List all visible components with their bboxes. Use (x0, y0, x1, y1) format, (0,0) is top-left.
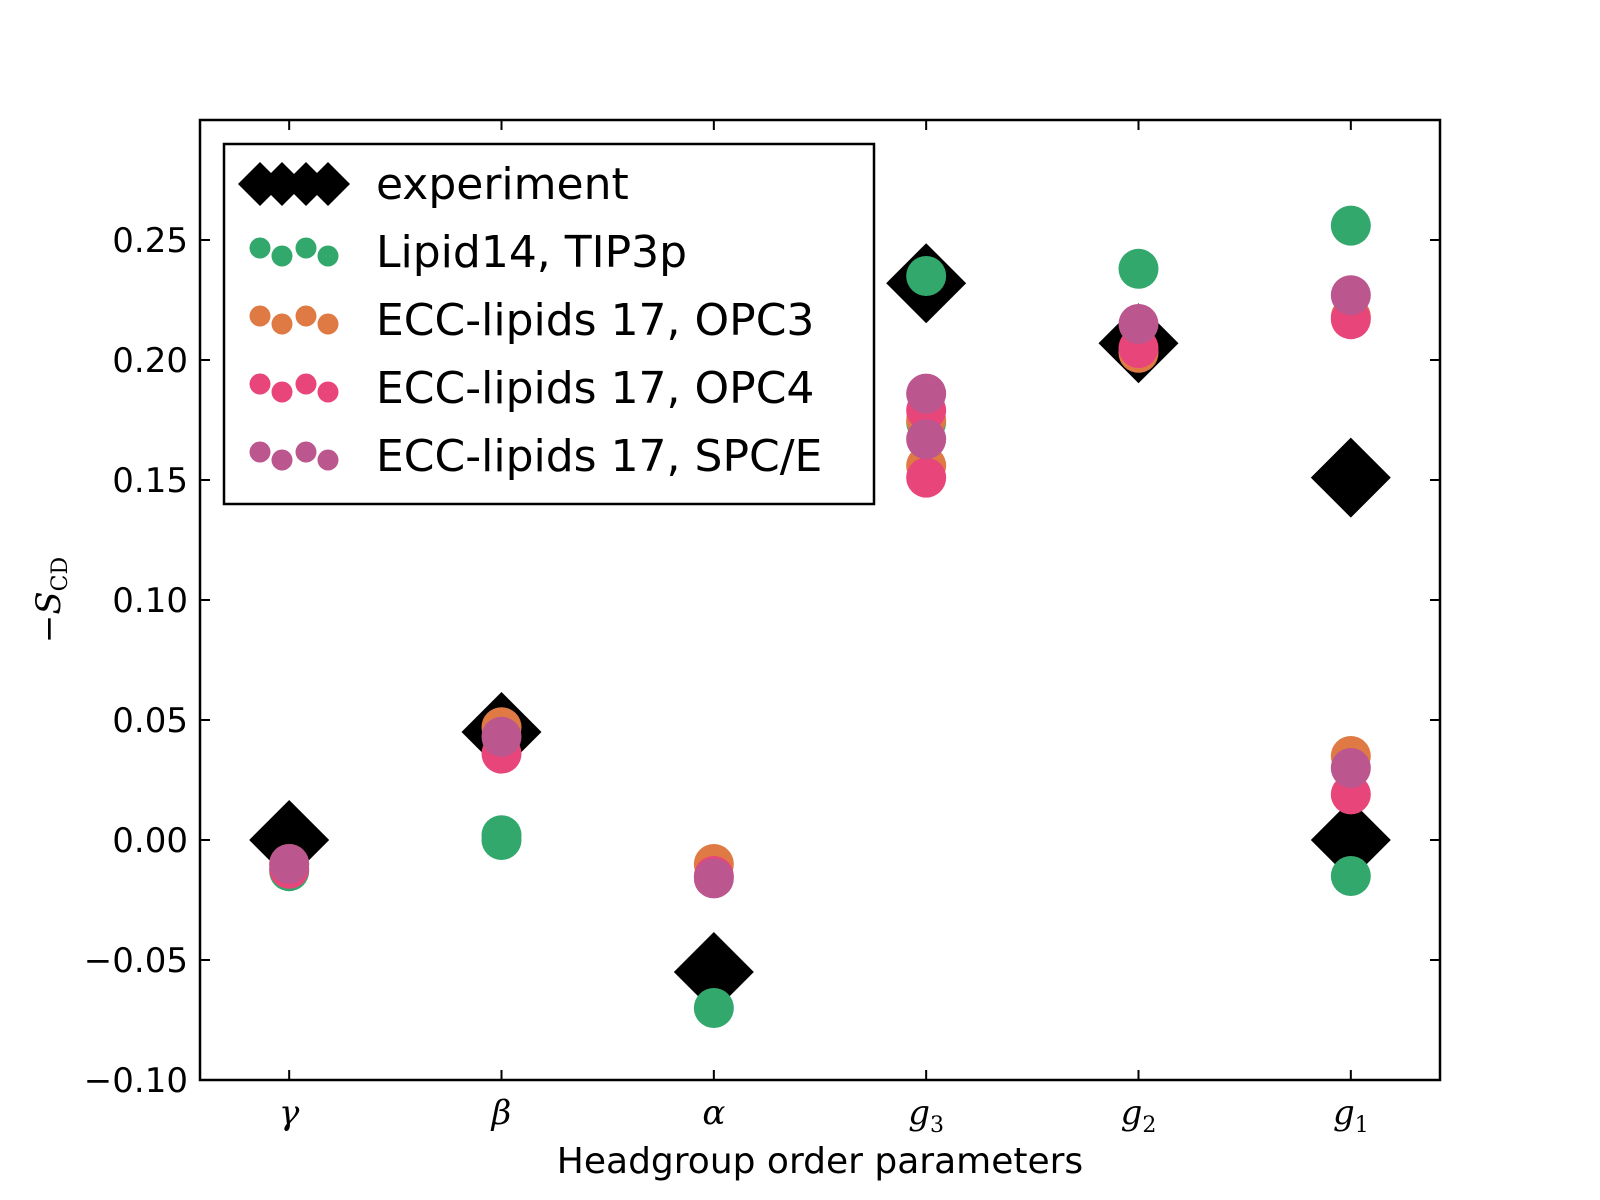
data-point (1330, 856, 1371, 896)
legend-marker (317, 449, 339, 471)
legend-entry: experiment (238, 159, 629, 210)
x-axis-label: Headgroup order parameters (557, 1141, 1083, 1182)
data-point (693, 988, 734, 1028)
legend-marker (249, 441, 271, 463)
x-tick-label: β (490, 1093, 512, 1133)
legend-label: ECC-lipids 17, SPC/E (376, 431, 822, 482)
data-point (269, 844, 310, 884)
y-tick-label: 0.05 (112, 701, 188, 741)
y-tick-label: −0.05 (84, 941, 188, 981)
data-point (906, 457, 947, 498)
y-axis-label: −SCD (29, 557, 73, 643)
x-tick-label-main: β (490, 1093, 512, 1133)
x-tick-label: γ (279, 1093, 300, 1133)
data-point (906, 256, 947, 296)
legend-entry: Lipid14, TIP3p (249, 227, 687, 278)
legend-marker (295, 373, 317, 395)
y-axis-label-subscript: CD (48, 557, 73, 591)
legend: experiment Lipid14, TIP3p ECC-lipids 17, O… (222, 142, 876, 506)
data-point (481, 815, 522, 856)
y-tick-label: 0.15 (112, 461, 188, 501)
data-point (1330, 205, 1371, 246)
plot-area (249, 205, 1391, 1028)
legend-marker (295, 305, 317, 327)
legend-label: ECC-lipids 17, OPC3 (376, 295, 814, 346)
data-point (1330, 275, 1371, 316)
legend-entry: ECC-lipids 17, OPC3 (249, 295, 814, 346)
legend-marker (271, 381, 293, 403)
data-point (1310, 437, 1391, 518)
data-point (1118, 304, 1159, 344)
data-point (249, 800, 330, 880)
x-tick-label: g1 (1333, 1093, 1369, 1138)
legend-marker (306, 162, 350, 206)
x-tick-label-main: α (702, 1093, 725, 1133)
data-point (1310, 800, 1391, 880)
data-point (693, 858, 734, 899)
data-point (481, 716, 522, 757)
data-point (673, 932, 754, 1012)
x-tick-label-main: g (1333, 1093, 1355, 1133)
legend-marker (271, 313, 293, 335)
data-point (1330, 748, 1371, 788)
legend-marker (317, 313, 339, 335)
y-axis-label-group: −SCD (29, 557, 73, 643)
x-tick-label: α (702, 1093, 725, 1133)
y-tick-label: −0.10 (84, 1061, 188, 1101)
y-tick-label: 0.20 (112, 341, 188, 381)
legend-marker (249, 237, 271, 259)
x-tick-label: g2 (1121, 1093, 1157, 1138)
y-tick-label: 0.10 (112, 581, 188, 621)
legend-marker (260, 162, 304, 206)
legend-label: experiment (376, 159, 629, 210)
x-tick-label-main: g (1121, 1093, 1143, 1133)
y-tick-label: 0.25 (112, 221, 188, 261)
legend-marker (317, 381, 339, 403)
y-tick-label: 0.00 (112, 821, 188, 861)
data-point (906, 373, 947, 414)
legend-label: ECC-lipids 17, OPC4 (376, 363, 814, 414)
legend-label: Lipid14, TIP3p (376, 227, 687, 278)
y-axis-label-main: −S (29, 591, 69, 643)
legend-marker (295, 441, 317, 463)
x-tick-label-main: γ (279, 1093, 300, 1133)
legend-marker (317, 245, 339, 267)
legend-marker (271, 245, 293, 267)
x-tick-label-subscript: 2 (1142, 1113, 1156, 1138)
data-point (1118, 248, 1159, 289)
legend-entry: ECC-lipids 17, OPC4 (249, 363, 814, 414)
legend-marker (271, 449, 293, 471)
x-tick-label-subscript: 3 (930, 1113, 944, 1138)
legend-marker (249, 305, 271, 327)
axis-ticks: −0.10−0.050.000.050.100.150.200.25γ β α g3 g… (84, 120, 1440, 1138)
x-tick-label: g3 (908, 1093, 944, 1138)
data-point (906, 419, 947, 460)
legend-marker (249, 373, 271, 395)
legend-entry: ECC-lipids 17, SPC/E (249, 431, 822, 482)
x-tick-label-subscript: 1 (1355, 1113, 1369, 1138)
legend-marker (295, 237, 317, 259)
x-tick-label-main: g (908, 1093, 930, 1133)
